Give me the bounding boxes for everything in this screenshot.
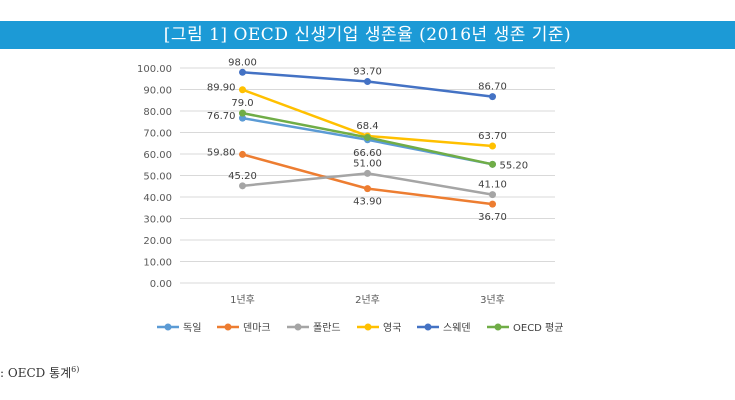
data-point bbox=[239, 182, 246, 190]
data-label: 43.90 bbox=[353, 197, 382, 208]
data-point bbox=[239, 114, 246, 122]
legend-swatch-marker bbox=[364, 323, 372, 331]
figure-title: [그림 1] OECD 신생기업 생존율 (2016년 생존 기준) bbox=[0, 21, 735, 49]
data-point bbox=[239, 86, 246, 94]
x-tick-label: 2년후 bbox=[355, 294, 380, 306]
y-tick-label: 0.00 bbox=[150, 279, 172, 290]
legend-label: 독일 bbox=[183, 322, 201, 334]
y-tick-label: 40.00 bbox=[143, 193, 172, 204]
data-label: 51.00 bbox=[353, 158, 382, 169]
legend-swatch-marker bbox=[424, 323, 432, 331]
data-label: 55.20 bbox=[500, 160, 529, 171]
data-label: 36.70 bbox=[478, 212, 507, 223]
source-text: : OECD 통계 bbox=[0, 366, 72, 380]
y-tick-label: 60.00 bbox=[143, 150, 172, 161]
y-tick-label: 100.00 bbox=[137, 64, 172, 75]
footnote-ref: 6) bbox=[71, 365, 80, 374]
data-label: 86.70 bbox=[478, 82, 507, 93]
data-point bbox=[364, 169, 371, 177]
data-label: 66.60 bbox=[353, 148, 382, 159]
data-label: 89.90 bbox=[207, 83, 236, 94]
data-label: 79.0 bbox=[231, 98, 253, 109]
data-point bbox=[239, 150, 246, 158]
legend-label: 스웨덴 bbox=[443, 322, 471, 334]
data-point bbox=[489, 191, 496, 199]
legend-label: 영국 bbox=[383, 322, 401, 334]
data-point bbox=[489, 142, 496, 150]
legend-label: OECD 평균 bbox=[513, 322, 563, 334]
legend-label: 폴란드 bbox=[313, 322, 341, 334]
data-label: 63.70 bbox=[478, 131, 507, 142]
y-tick-label: 70.00 bbox=[143, 129, 172, 140]
data-label: 93.70 bbox=[353, 67, 382, 78]
y-tick-label: 20.00 bbox=[143, 236, 172, 247]
y-tick-label: 80.00 bbox=[143, 107, 172, 118]
data-label: 41.10 bbox=[478, 180, 507, 191]
y-tick-label: 90.00 bbox=[143, 86, 172, 97]
y-tick-label: 30.00 bbox=[143, 215, 172, 226]
legend-swatch-marker bbox=[294, 323, 302, 331]
y-tick-label: 50.00 bbox=[143, 172, 172, 183]
legend-swatch-marker bbox=[494, 323, 502, 331]
x-tick-label: 3년후 bbox=[480, 294, 505, 306]
data-point bbox=[239, 68, 246, 76]
data-label: 76.70 bbox=[207, 111, 236, 122]
data-point bbox=[239, 109, 246, 117]
data-label: 68.4 bbox=[356, 121, 378, 132]
data-point bbox=[364, 133, 371, 141]
data-label: 98.00 bbox=[228, 57, 257, 68]
legend-swatch-marker bbox=[164, 323, 172, 331]
data-point bbox=[364, 78, 371, 86]
data-point bbox=[489, 200, 496, 208]
data-point bbox=[489, 160, 496, 168]
data-point bbox=[489, 93, 496, 101]
data-label: 59.80 bbox=[207, 147, 236, 158]
source-note: : OECD 통계6) bbox=[0, 364, 79, 381]
legend-label: 덴마크 bbox=[243, 322, 271, 334]
data-label: 45.20 bbox=[228, 171, 257, 182]
y-tick-label: 10.00 bbox=[143, 258, 172, 269]
legend-swatch-marker bbox=[224, 323, 232, 331]
x-tick-label: 1년후 bbox=[230, 294, 255, 306]
data-point bbox=[364, 185, 371, 193]
